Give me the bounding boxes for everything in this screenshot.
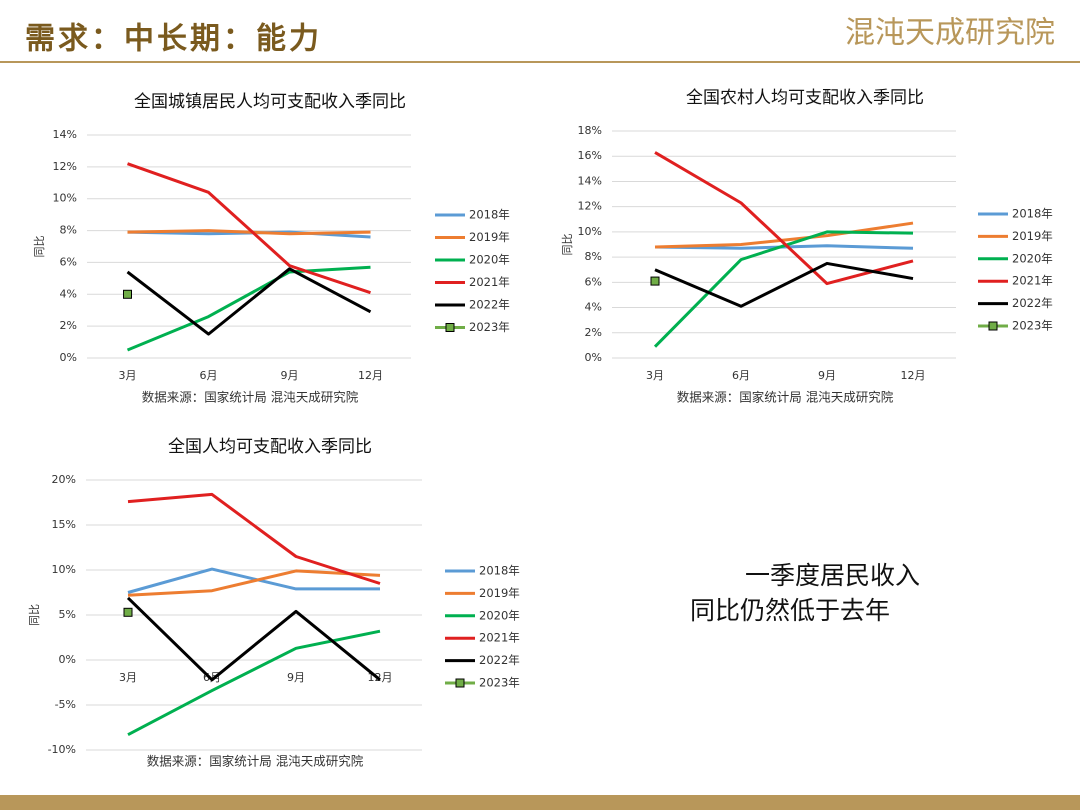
legend-label: 2020年 [1012,251,1053,265]
source: 数据来源：国家统计局 混沌天成研究院 [147,754,364,769]
legend-marker [445,323,455,332]
y-tick-label: 12% [578,200,602,213]
legend-marker [455,678,465,688]
chart-title: 全国农村人均可支配收入季同比 [686,88,924,108]
y-tick-label: 4% [60,287,77,300]
series-line [127,229,371,236]
x-tick-label: 12月 [358,369,383,382]
y-tick-label: 2% [585,326,602,339]
note-line: 同比仍然低于去年 [690,596,890,625]
y-tick-label: 14% [578,174,602,187]
logo: 混沌天成研究院 [845,16,1055,51]
series-line [127,629,381,737]
legend-label: 2020年 [479,608,520,622]
legend-label: 2021年 [479,631,520,645]
x-tick-label: 9月 [281,369,299,382]
x-tick-label: 3月 [119,671,137,684]
footer-bar [0,795,1080,810]
series-line [126,596,381,682]
x-tick-label: 9月 [818,369,836,382]
series-line [126,162,371,295]
legend-label: 2021年 [1012,274,1053,288]
y-tick-label: 2% [60,319,77,332]
source: 数据来源：国家统计局 混沌天成研究院 [677,390,894,405]
series-line [654,151,914,286]
y-tick-label: 15% [52,518,76,531]
x-tick-label: 6月 [732,369,750,382]
series-line [654,221,914,249]
chart-title: 全国城镇居民人均可支配收入季同比 [134,92,406,112]
y-tick-label: 10% [578,225,602,238]
y-tick-label: 10% [53,192,77,205]
legend-label: 2023年 [479,676,520,690]
series-line [126,267,372,336]
y-tick-label: 0% [59,653,76,666]
y-tick-label: 0% [585,351,602,364]
legend-label: 2022年 [469,298,510,312]
x-tick-label: 3月 [646,369,664,382]
marker [650,276,660,286]
y-tick-label: 10% [52,563,76,576]
legend-label: 2022年 [1012,296,1053,310]
y-tick-label: -10% [48,743,76,756]
series-line [653,230,914,348]
y-tick-label: 5% [59,608,76,621]
legend-label: 2018年 [479,564,520,578]
chart-title: 全国人均可支配收入季同比 [168,437,372,457]
y-tick-label: 6% [60,255,77,268]
y-tick-label: 6% [585,275,602,288]
legend-label: 2022年 [479,653,520,667]
y-tick-label: 14% [53,128,77,141]
y-tick-label: 16% [578,149,602,162]
y-tick-label: 12% [53,160,77,173]
legend-label: 2023年 [1012,319,1053,333]
y-tick-label: 18% [578,124,602,137]
legend-label: 2020年 [469,253,510,267]
marker [123,607,133,617]
legend-label: 2019年 [479,586,520,600]
series-line [127,492,381,585]
x-tick-label: 12月 [901,369,926,382]
x-tick-label: 3月 [119,369,137,382]
x-tick-label: 9月 [287,671,305,684]
source: 数据来源：国家统计局 混沌天成研究院 [142,390,359,405]
y-axis-label: 同比 [33,236,46,258]
y-tick-label: 4% [585,301,602,314]
legend-label: 2023年 [469,320,510,334]
legend-label: 2019年 [1012,229,1053,243]
legend-marker [988,321,998,331]
series-line [654,261,914,308]
y-tick-label: -5% [55,698,76,711]
legend-label: 2021年 [469,275,510,289]
series-line [126,265,371,352]
note-line: 一季度居民收入 [745,561,920,590]
legend-label: 2018年 [469,208,510,222]
marker [123,289,132,299]
slide-title: 需求：中长期：能力 [25,22,322,57]
y-tick-label: 20% [52,473,76,486]
y-tick-label: 8% [60,224,77,237]
y-tick-label: 0% [60,351,77,364]
y-axis-label: 同比 [28,604,41,626]
y-axis-label: 同比 [561,234,574,256]
legend-label: 2019年 [469,230,510,244]
series-line [127,569,381,597]
x-tick-label: 6月 [200,369,218,382]
legend-label: 2018年 [1012,207,1053,221]
y-tick-label: 8% [585,250,602,263]
series-line [127,567,380,594]
